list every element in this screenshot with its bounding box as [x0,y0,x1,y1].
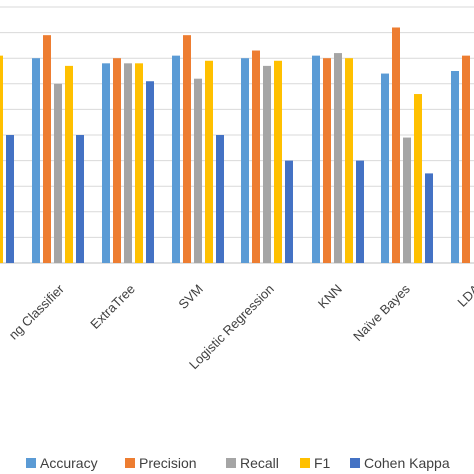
bar-f1 [274,60,282,264]
bar-accuracy [312,55,320,263]
bar-accuracy [32,58,40,264]
bar-cohen-kappa [356,160,364,263]
bar-precision [113,58,121,264]
bar-f1 [0,55,3,263]
legend-swatch [226,458,236,468]
x-tick-label: Naïve Bayes [350,281,413,344]
bar-accuracy [451,71,459,263]
bar-recall [194,78,202,264]
x-tick-label: KNN [315,281,345,311]
bar-cohen-kappa [285,160,293,263]
bar-recall [334,53,342,263]
bar-recall [54,83,62,263]
bar-precision [183,35,191,263]
x-tick-label: SVM [175,281,206,312]
legend-label: Recall [240,455,279,471]
bar-accuracy [381,73,389,263]
bar-cohen-kappa [216,135,224,263]
legend-swatch [350,458,360,468]
bar-cohen-kappa [146,81,154,264]
bar-f1 [65,65,73,263]
bar-recall [124,63,132,263]
bar-recall [403,137,411,263]
bar-f1 [205,60,213,264]
x-tick-label: LDA [454,281,474,310]
bar-accuracy [172,55,180,263]
legend: Accuracy Precision Recall F1 Cohen Kappa [26,455,450,471]
legend-swatch [26,458,36,468]
legend-label: Precision [139,455,197,471]
bar-precision [323,58,331,264]
bar-f1 [414,94,422,263]
bar-precision [462,55,470,263]
legend-label: Accuracy [40,455,98,471]
legend-swatch [300,458,310,468]
bar-cohen-kappa [76,135,84,263]
bars [0,27,470,264]
bar-cohen-kappa [6,135,14,263]
x-tick-label: ng Classifier [6,281,68,343]
legend-swatch [125,458,135,468]
bar-accuracy [102,63,110,263]
bar-f1 [345,58,353,264]
legend-label: F1 [314,455,331,471]
x-tick-label: ExtraTree [87,281,138,332]
bar-accuracy [241,58,249,264]
bar-f1 [135,63,143,263]
bar-recall [263,65,271,263]
bar-precision [392,27,400,264]
legend-label: Cohen Kappa [364,455,450,471]
bar-precision [43,35,51,263]
bar-cohen-kappa [425,173,433,263]
bar-precision [252,50,260,263]
